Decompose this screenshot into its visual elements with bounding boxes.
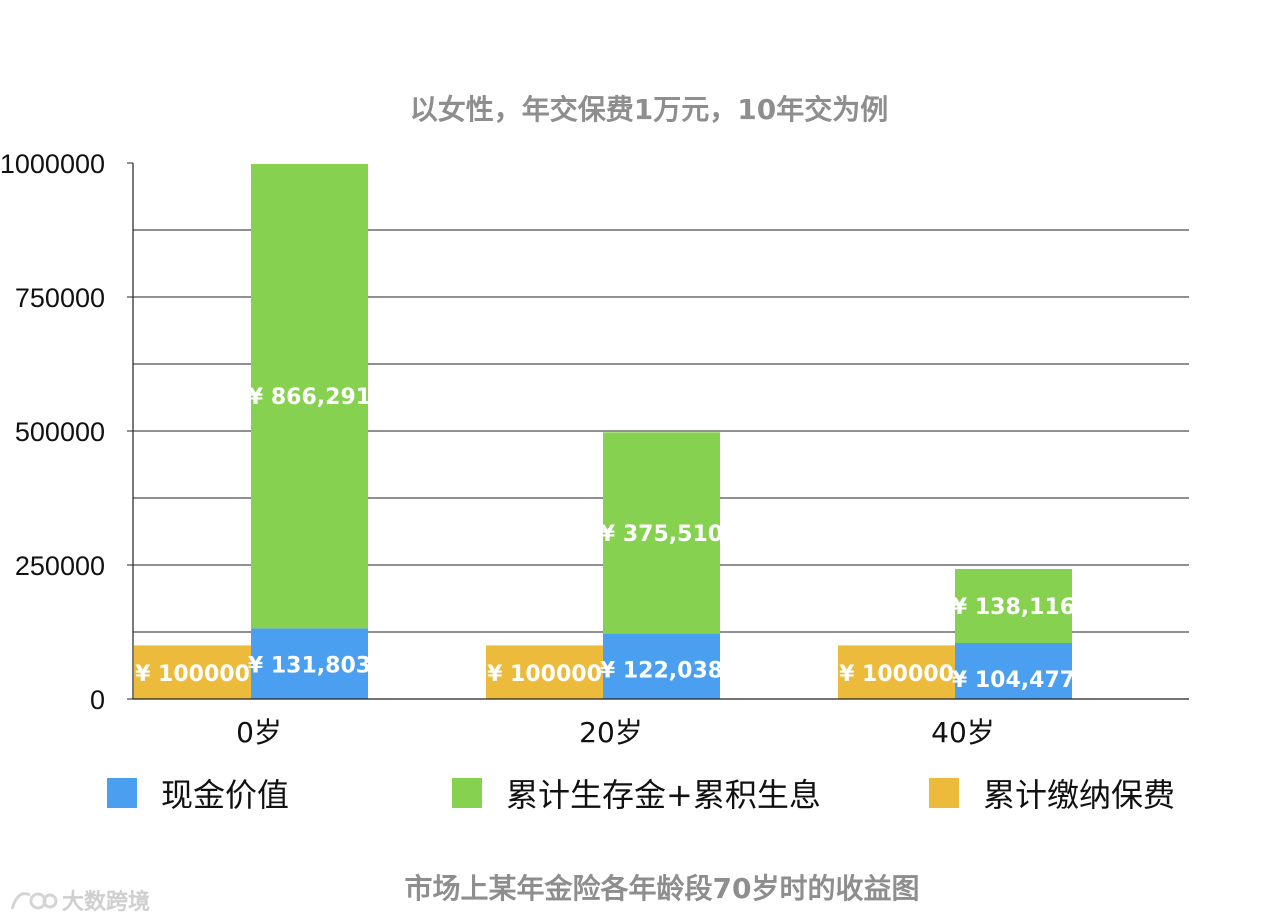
bar-cash-value: [251, 628, 368, 699]
bar-survival-benefit: [955, 568, 1072, 644]
data-label-survival-benefit: ¥ 375,510: [600, 522, 723, 547]
data-label-cash-value: ¥ 104,477: [952, 668, 1075, 693]
bar-cash-value: [603, 633, 720, 699]
data-label-premium-paid: ¥ 100000: [135, 662, 250, 687]
data-label-cash-value: ¥ 131,803: [248, 653, 371, 678]
data-label-premium-paid: ¥ 100000: [487, 662, 602, 687]
legend-item-cash-value: 现金价值: [107, 771, 289, 815]
y-tick-label: 0: [90, 685, 105, 715]
legend-item-survival-benefit: 累计生存金+累积生息: [452, 771, 821, 815]
watermark-logo-icon: [10, 892, 58, 910]
watermark: 大数跨境: [8, 884, 150, 916]
data-label-survival-benefit: ¥ 866,291: [248, 385, 371, 410]
watermark-text: 大数跨境: [62, 890, 151, 915]
chart-caption: 市场上某年金险各年龄段70岁时的收益图: [404, 872, 920, 905]
data-label-cash-value: ¥ 122,038: [600, 659, 723, 684]
y-tick-label: 250000: [15, 551, 105, 581]
bar-survival-benefit: [603, 432, 720, 634]
chart-title: 以女性，年交保费1万元，10年交为例: [409, 93, 889, 126]
x-tick-label: 20岁: [579, 716, 643, 749]
bar-premium-paid: [486, 645, 603, 699]
legend-label-premium-paid: 累计缴纳保费: [983, 776, 1176, 814]
x-tick-label: 40岁: [931, 716, 995, 749]
legend-label-cash-value: 现金价值: [161, 776, 290, 814]
legend-swatch-cash-value: [107, 778, 137, 808]
y-tick-label: 1000000: [0, 149, 105, 179]
data-label-survival-benefit: ¥ 138,116: [952, 595, 1075, 620]
bar-survival-benefit: [251, 164, 368, 629]
legend-swatch-premium-paid: [929, 778, 959, 808]
x-tick-label: 0岁: [236, 716, 282, 749]
y-tick-label: 750000: [15, 283, 105, 313]
bar-cash-value: [955, 643, 1072, 699]
legend-item-premium-paid: 累计缴纳保费: [929, 771, 1175, 815]
data-label-premium-paid: ¥ 100000: [839, 662, 954, 687]
legend-swatch-survival-benefit: [452, 778, 482, 808]
bar-premium-paid: [134, 645, 251, 699]
y-tick-label: 500000: [15, 417, 105, 447]
bar-premium-paid: [838, 645, 955, 699]
legend-label-survival-benefit: 累计生存金+累积生息: [506, 776, 821, 814]
